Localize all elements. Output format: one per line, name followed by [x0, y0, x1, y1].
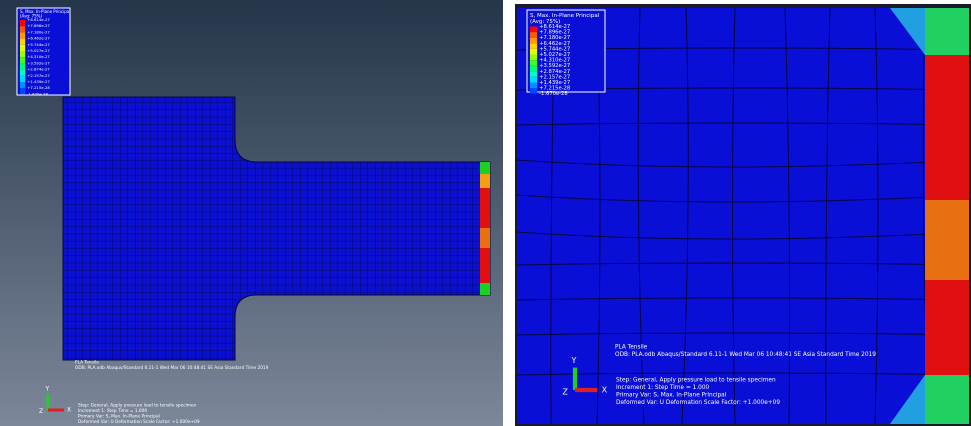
legend-value: +5.744e-27 — [539, 46, 570, 52]
legend-value: +4.310e-27 — [27, 54, 50, 59]
legend-value: +7.896e-27 — [539, 30, 570, 36]
x-axis-label: X — [67, 407, 71, 414]
mesh-line — [516, 194, 970, 203]
legend-title: S, Max. In-Plane Principal — [530, 13, 600, 19]
legend-value: +4.310e-27 — [539, 58, 570, 64]
legend-swatch — [20, 63, 26, 70]
legend-value: +1.439e-27 — [539, 80, 570, 86]
legend-swatch — [530, 32, 538, 38]
legend-value: +2.157e-27 — [539, 74, 570, 80]
legend-subtitle: (Avg: 75%) — [530, 19, 560, 25]
step-info: Increment 1: Step Time = 1.000 — [616, 385, 710, 391]
mesh-line — [516, 262, 970, 266]
step-info: Step: General, Apply pressure load to te… — [616, 378, 776, 384]
z-axis-label: Z — [39, 408, 43, 415]
step-info: Primary Var: S, Max. In-Plane Principal — [78, 414, 160, 420]
legend-subtitle: (Avg: 75%) — [20, 13, 42, 18]
legend-swatch — [530, 65, 538, 72]
step-info: Deformed Var: U Deformation Scale Factor… — [78, 419, 200, 425]
legend-swatch — [20, 51, 26, 58]
step-info: Primary Var: S, Max. In-Plane Principal — [616, 393, 727, 399]
legend-value: +5.744e-27 — [27, 42, 50, 47]
odb-info: ODB: PLA.odb Abaqus/Standard 6.11-1 Wed … — [615, 352, 876, 358]
step-info: Step: General, Apply pressure load to te… — [78, 403, 197, 409]
mesh-line — [516, 231, 970, 240]
legend-swatch — [20, 26, 26, 33]
legend-value: +2.874e-27 — [539, 69, 570, 75]
legend-swatch — [530, 82, 538, 89]
mesh-line — [516, 297, 970, 301]
legend-value: +7.896e-27 — [27, 23, 50, 28]
legend-swatch — [20, 20, 26, 27]
legend-swatch — [20, 38, 26, 45]
step-info: Increment 1: Step Time = 1.000 — [78, 408, 147, 414]
mesh-line — [825, 7, 831, 425]
legend-value: +6.462e-27 — [27, 36, 50, 41]
x-axis-label: X — [602, 386, 608, 395]
mesh-line — [637, 7, 645, 425]
legend-value: +1.439e-27 — [27, 79, 50, 84]
legend-swatch — [530, 71, 538, 77]
legend-value: +2.874e-27 — [27, 67, 50, 72]
legend-swatch — [20, 88, 26, 95]
odb-info: ODB: PLA.odb Abaqus/Standard 6.11-1 Wed … — [75, 365, 269, 371]
mesh-line — [516, 332, 970, 336]
mesh-line — [516, 159, 970, 168]
y-axis-label: Y — [571, 356, 577, 365]
legend-swatch — [530, 48, 538, 55]
legend-value: +5.027e-27 — [27, 48, 50, 53]
legend-swatch — [530, 88, 538, 94]
stress-edge — [480, 162, 490, 295]
mesh-line — [784, 7, 790, 425]
legend-value: -1.670e-28 — [539, 91, 568, 97]
mesh-line — [681, 7, 689, 425]
legend-value: +3.592e-27 — [539, 63, 570, 69]
legend-swatch — [530, 54, 538, 61]
legend-value: +5.027e-27 — [539, 52, 570, 58]
legend-swatch — [530, 26, 538, 33]
legend-value: +3.592e-27 — [27, 60, 50, 65]
step-info: Deformed Var: U Deformation Scale Factor… — [616, 400, 780, 406]
legend-value: +7.180e-27 — [27, 29, 50, 34]
legend-swatch — [20, 82, 26, 89]
legend-value: +6.462e-27 — [539, 41, 570, 47]
legend-swatch — [20, 69, 26, 76]
z-axis-label: Z — [562, 388, 568, 397]
legend-swatch — [530, 60, 538, 66]
legend-swatch — [20, 44, 26, 51]
model-name: PLA Tensile — [75, 360, 99, 366]
model-name: PLA Tensile — [615, 345, 648, 351]
legend-swatch — [20, 32, 26, 39]
legend-value: +8.614e-27 — [539, 24, 570, 30]
legend-value: +2.157e-27 — [27, 73, 50, 78]
legend-value: +7.215e-28 — [27, 85, 50, 90]
legend-swatch — [20, 75, 26, 82]
y-axis-label: Y — [45, 386, 50, 393]
legend-value: +8.614e-27 — [27, 17, 50, 22]
legend-swatch — [530, 43, 538, 49]
legend-title: S, Max. In-Plane Principal — [20, 9, 70, 14]
legend-value: +7.215e-28 — [539, 86, 570, 92]
legend-swatch — [530, 37, 538, 44]
mesh-line — [874, 7, 879, 425]
left-viewport — [0, 0, 503, 426]
legend-swatch — [530, 76, 538, 83]
mesh-line — [516, 122, 970, 126]
legend-value: -1.670e-28 — [27, 91, 48, 96]
legend-box — [526, 9, 606, 93]
legend-swatch — [20, 57, 26, 64]
legend-value: +7.180e-27 — [539, 35, 570, 41]
legend-box — [16, 7, 71, 96]
mesh-line — [732, 7, 736, 425]
